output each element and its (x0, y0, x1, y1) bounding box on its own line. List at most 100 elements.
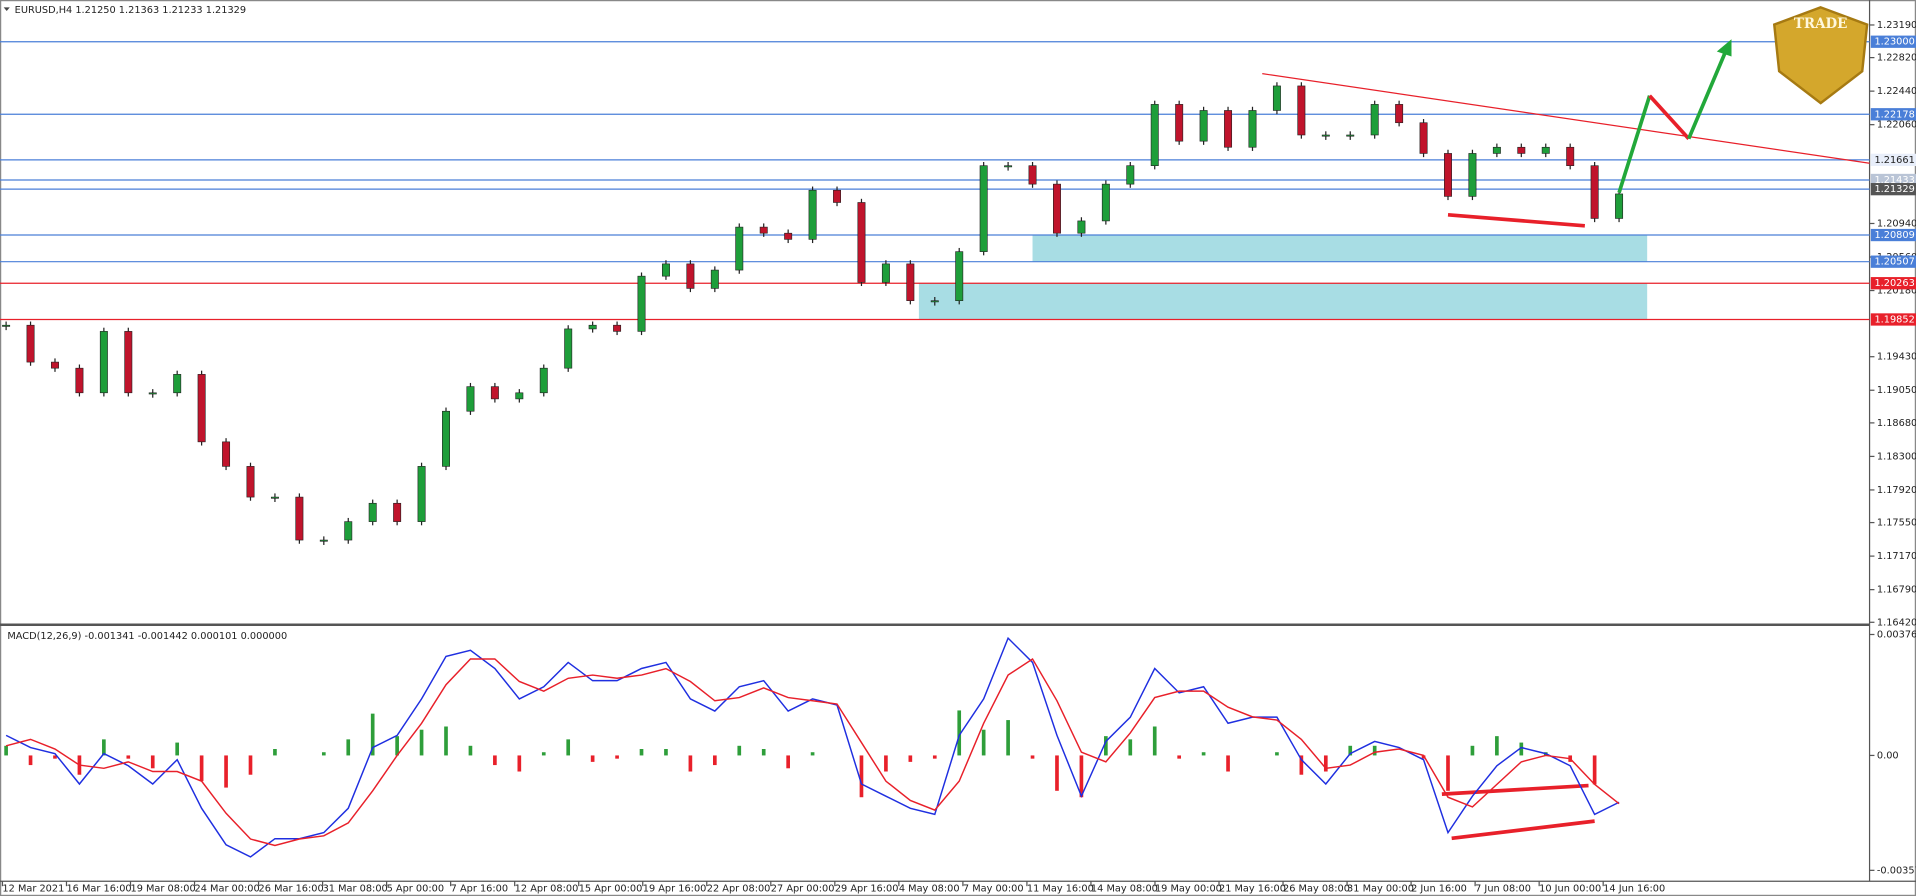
histogram-bar (1152, 726, 1157, 756)
x-tick-label: 15 Apr 00:00 (579, 884, 643, 895)
trend-line (1262, 73, 1870, 164)
y-tick-label: 1.20940 (1877, 218, 1916, 229)
x-tick-label: 7 Jun 08:00 (1475, 884, 1531, 895)
histogram-bar (1006, 720, 1010, 756)
candle (1175, 104, 1184, 142)
level-label: 1.21661 (1874, 155, 1914, 166)
candle (1541, 146, 1550, 154)
x-tick-label: 4 May 08:00 (899, 884, 960, 895)
header-icon (3, 7, 10, 12)
x-tick-label: 11 May 16:00 (1027, 884, 1094, 895)
histogram-bar (273, 749, 277, 756)
candle (148, 392, 157, 395)
zone (1032, 235, 1648, 262)
y-tick-label: 1.19430 (1877, 352, 1916, 363)
level-label: 1.22178 (1874, 109, 1914, 120)
y-tick-label: 1.18300 (1877, 451, 1916, 462)
x-tick-label: 26 Mar 16:00 (259, 884, 324, 895)
y-tick-label: 0.003762 (1877, 629, 1916, 640)
histogram-bar (639, 749, 644, 756)
candle (1053, 183, 1061, 234)
candle (1346, 134, 1355, 137)
histogram-bar (1446, 755, 1450, 791)
candle (588, 324, 597, 330)
histogram-bar (224, 755, 228, 788)
histogram-bar (102, 739, 106, 756)
level-label-box (1870, 183, 1916, 196)
candle (1517, 146, 1526, 154)
divergence-line (1447, 212, 1586, 228)
candle (613, 324, 622, 332)
histogram-bar (786, 755, 790, 769)
y-tick-label: 1.17920 (1877, 485, 1916, 496)
x-tick-label: 10 Jun 00:00 (1539, 884, 1601, 895)
candle (344, 521, 353, 541)
histogram-bar (248, 755, 253, 775)
candle (173, 374, 182, 394)
histogram-bar (908, 755, 913, 762)
histogram-bar (1201, 752, 1206, 756)
candle (686, 263, 695, 289)
y-tick-label: 1.22820 (1877, 53, 1916, 64)
level-label-box (1870, 35, 1916, 48)
histogram-bar (541, 752, 546, 756)
x-tick-label: 7 May 00:00 (963, 884, 1024, 895)
logo-text: TRADE (1794, 16, 1848, 32)
candle (1370, 104, 1379, 136)
histogram-bar (761, 749, 766, 756)
candle (979, 165, 988, 252)
candle (26, 324, 35, 363)
candle (417, 466, 426, 522)
level-label: 1.20507 (1874, 257, 1914, 268)
histogram-bar (395, 736, 399, 756)
candle (1419, 122, 1428, 154)
candle (1004, 165, 1013, 168)
x-tick-label: 14 Jun 16:00 (1603, 884, 1665, 895)
y-tick-label: 1.18680 (1877, 418, 1916, 429)
candle (1395, 104, 1404, 124)
candle (906, 263, 915, 301)
x-tick-label: 22 Apr 08:00 (707, 884, 771, 895)
level-label: 1.21329 (1874, 184, 1914, 195)
histogram-bar (1348, 745, 1353, 756)
histogram-bar (150, 755, 155, 769)
candle (442, 410, 450, 467)
histogram-bar (1470, 745, 1475, 756)
histogram-bar (1592, 755, 1597, 785)
candle (1028, 165, 1037, 185)
histogram-bar (1030, 755, 1035, 759)
candle (857, 202, 866, 283)
candle (270, 496, 279, 499)
projection-up (1687, 48, 1729, 140)
y-tick-label: 1.16790 (1877, 585, 1916, 596)
x-tick-label: 14 May 08:00 (1091, 884, 1158, 895)
level-label: 1.20809 (1874, 230, 1914, 241)
y-tick-label: 1.17550 (1877, 518, 1916, 529)
candle (1248, 110, 1257, 148)
histogram-bar (1079, 755, 1084, 798)
projection-down (1648, 94, 1691, 140)
histogram-bar (1421, 755, 1426, 759)
annotations (1262, 39, 1870, 841)
candle (466, 386, 475, 412)
macd-divergence-line (1451, 819, 1595, 841)
y-tick-label: 1.22060 (1877, 120, 1916, 131)
y-tick-label: 1.16420 (1877, 617, 1916, 628)
logo-shield (1772, 6, 1869, 105)
histogram-bar (713, 755, 717, 766)
level-label-box (1870, 108, 1916, 121)
candle (1077, 220, 1086, 234)
level-label-box (1870, 255, 1916, 268)
candle (246, 466, 255, 498)
histogram-bar (615, 755, 619, 759)
histogram-bar (1299, 755, 1304, 775)
candle (1590, 165, 1599, 219)
histogram-bar (590, 755, 595, 762)
y-tick-label: 1.19050 (1877, 385, 1916, 396)
candle (808, 189, 817, 240)
candle (1444, 153, 1452, 197)
candle (759, 226, 768, 234)
x-tick-label: 27 Apr 00:00 (771, 884, 835, 895)
